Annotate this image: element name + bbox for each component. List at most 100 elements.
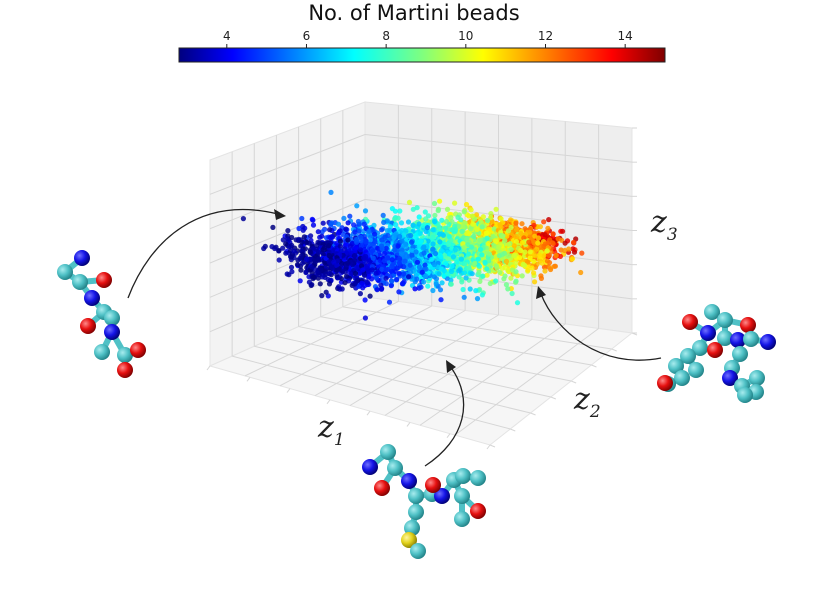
scatter-point: [270, 224, 276, 230]
scatter-point: [383, 275, 389, 281]
scatter-point: [432, 212, 438, 218]
scatter-point: [289, 242, 295, 248]
atom-nitrogen: [84, 290, 100, 306]
arrow-right: [540, 293, 662, 361]
scatter-point: [401, 232, 407, 238]
scatter-point: [320, 247, 326, 253]
scatter-point: [345, 220, 351, 226]
scatter-point: [351, 253, 358, 259]
scatter-point: [546, 252, 552, 259]
scatter-point: [542, 232, 548, 238]
scatter-point: [485, 240, 491, 247]
scatter-point: [430, 227, 436, 233]
scatter-point: [397, 233, 403, 240]
scatter-point: [423, 266, 429, 272]
scatter-point: [392, 268, 398, 274]
atom-carbon: [454, 511, 470, 527]
scatter-point: [497, 222, 503, 228]
scatter-point: [475, 256, 481, 262]
scatter-point: [531, 258, 537, 264]
scatter-point: [462, 220, 468, 226]
grid-line: [279, 305, 432, 387]
scatter-point: [362, 208, 369, 214]
scatter-point: [397, 208, 403, 214]
scatter-point: [537, 252, 543, 258]
scatter-point: [446, 233, 452, 239]
scatter-point: [480, 214, 486, 220]
arrow-right-head: [536, 286, 546, 299]
scatter-point: [460, 286, 466, 293]
scatter-point: [545, 225, 551, 231]
scatter-point: [458, 217, 464, 223]
scatter-point: [460, 224, 466, 230]
grid-line: [364, 166, 633, 197]
scatter-point: [379, 266, 385, 272]
molecule-left: [57, 250, 146, 378]
scatter-point: [562, 247, 568, 254]
axis-tick: [446, 433, 451, 439]
scatter-point: [405, 219, 412, 225]
scatter-point: [452, 247, 458, 253]
scatter-point: [383, 267, 389, 273]
scatter-point: [479, 292, 485, 298]
scatter-point: [361, 272, 368, 278]
scatter-point: [458, 256, 464, 262]
scatter-point: [326, 243, 332, 249]
atom-carbon: [408, 488, 424, 504]
arrow-left: [127, 209, 279, 299]
scatter-point: [303, 269, 309, 276]
atom-oxygen: [80, 318, 96, 334]
molecule-bottom: [362, 444, 486, 559]
scatter-point: [477, 237, 483, 243]
atom-carbon: [408, 504, 424, 520]
scatter-point: [496, 253, 502, 259]
scatter-point: [343, 226, 349, 232]
scatter-point: [356, 228, 362, 234]
scatter-point: [329, 220, 335, 226]
axis-label-z3: z3: [650, 205, 678, 245]
scatter-point: [361, 255, 367, 261]
scatter-point: [358, 237, 364, 243]
scatter-point: [424, 225, 430, 231]
axis-tick: [246, 376, 251, 382]
scatter-point: [298, 243, 304, 249]
scatter-point: [456, 268, 462, 274]
scatter-point: [514, 226, 520, 233]
scatter-point: [439, 231, 445, 237]
scatter-point: [289, 234, 295, 241]
colorbar-tick-label: 12: [538, 29, 553, 43]
scatter-point: [494, 265, 500, 271]
scatter-point: [414, 259, 421, 265]
scatter-point: [484, 235, 490, 241]
scatter-point: [312, 266, 318, 272]
scatter-point: [354, 239, 360, 245]
scatter-point: [463, 201, 470, 208]
scatter-point: [550, 241, 556, 247]
annotation-arrows: [127, 209, 662, 467]
scatter-point: [380, 212, 386, 218]
scatter-point: [367, 241, 373, 247]
scatter-point: [430, 246, 436, 252]
scatter-point: [366, 228, 372, 234]
atom-oxygen: [130, 342, 146, 358]
scatter-point: [441, 273, 447, 279]
scatter-point: [579, 250, 585, 256]
scatter-point: [522, 249, 528, 255]
atom-nitrogen: [401, 473, 417, 489]
axis-tick: [489, 444, 496, 448]
scatter-point: [387, 227, 393, 233]
scatter-point: [378, 286, 385, 292]
scatter-point: [276, 248, 282, 254]
scatter-point: [410, 222, 416, 228]
scatter-point: [527, 255, 533, 261]
scatter-point: [363, 239, 369, 245]
scatter-point: [479, 252, 485, 258]
scatter-point: [414, 276, 420, 282]
scatter-point: [379, 246, 385, 252]
scatter-point: [398, 251, 405, 257]
scatter-point: [414, 205, 420, 211]
scatter-point: [570, 239, 577, 246]
scatter-point: [347, 243, 353, 249]
scatter-point: [388, 283, 394, 289]
scatter-point: [308, 233, 314, 239]
